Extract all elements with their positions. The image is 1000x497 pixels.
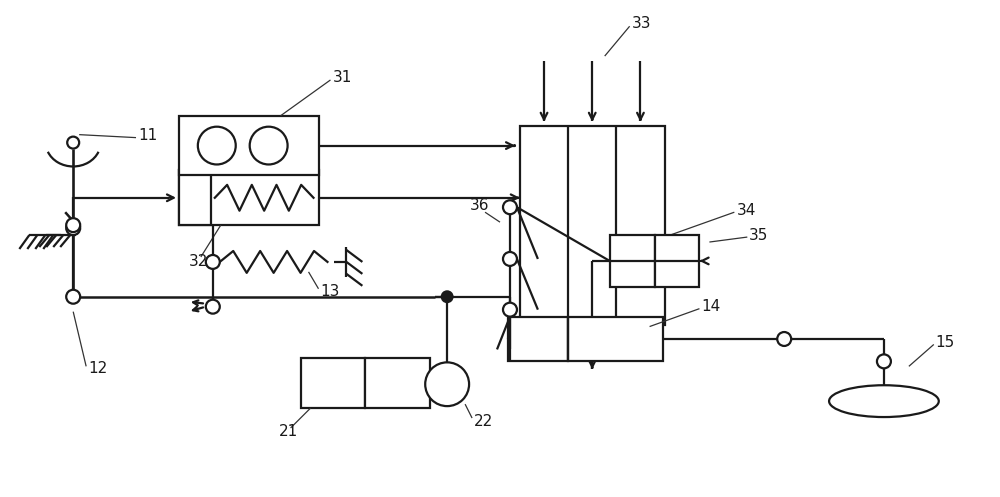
Circle shape [66,218,80,232]
Circle shape [503,303,517,317]
Text: 22: 22 [474,414,493,428]
Bar [520,126,665,325]
Text: 12: 12 [88,361,107,376]
Circle shape [777,332,791,346]
Circle shape [66,290,80,304]
Circle shape [425,362,469,406]
Bar [610,235,655,287]
Ellipse shape [829,385,939,417]
Text: 15: 15 [936,335,955,350]
Text: 14: 14 [701,299,721,314]
Text: 13: 13 [321,284,340,299]
Text: 21: 21 [279,424,298,439]
Circle shape [206,255,220,269]
Circle shape [206,300,220,314]
Bar [179,170,211,225]
Bar [655,235,699,287]
Bar [568,317,663,361]
Circle shape [441,290,454,303]
Bar [301,358,365,408]
Bar [179,116,319,175]
Bar [179,170,319,225]
Text: 32: 32 [189,254,208,269]
Circle shape [66,221,80,235]
Circle shape [250,127,288,165]
Bar [365,358,430,408]
Circle shape [503,200,517,214]
Text: 33: 33 [632,16,651,31]
Circle shape [877,354,891,368]
Circle shape [503,252,517,266]
Text: 34: 34 [736,203,756,218]
Circle shape [67,137,79,149]
Text: 35: 35 [749,228,769,243]
Circle shape [198,127,236,165]
Text: 36: 36 [470,198,490,213]
Text: 31: 31 [332,71,352,85]
Text: 11: 11 [138,128,157,143]
Bar [508,317,568,361]
